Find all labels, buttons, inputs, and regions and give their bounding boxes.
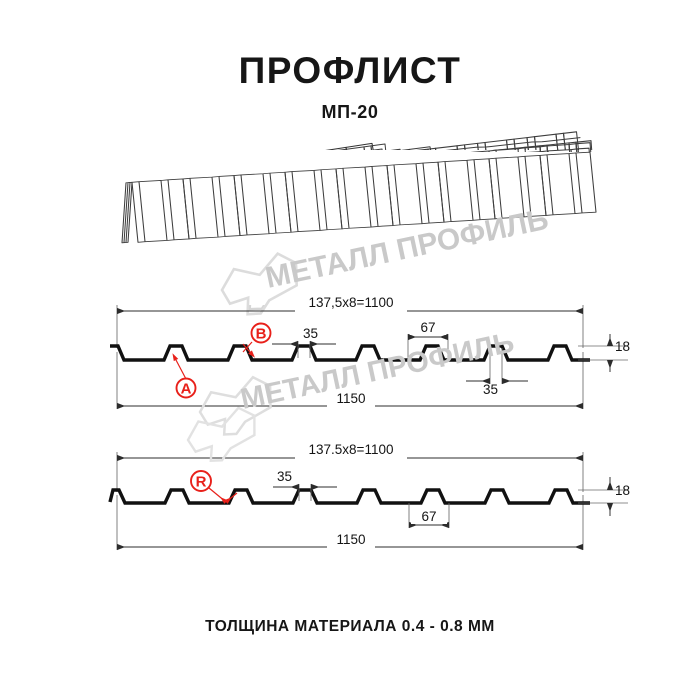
callout-a-circle[interactable] [175, 377, 197, 399]
dim-rib-top-label-b: 35 [277, 469, 292, 484]
dim-height-a: 18 [578, 334, 630, 372]
callout-a[interactable]: A [172, 353, 197, 399]
dim-top-section-b: 137.5x8=1100 [116, 442, 583, 462]
watermark-text-a: МЕТАЛЛ ПРОФИЛЬ [238, 327, 517, 416]
callout-r[interactable]: R [190, 470, 238, 504]
dim-bottom-label-a: 1150 [336, 391, 365, 406]
watermark-logo-b-icon [186, 406, 256, 462]
page-title: ПРОФЛИСТ [238, 50, 462, 91]
dim-height-label-b: 18 [615, 483, 630, 498]
watermark-section-b [186, 406, 256, 462]
cross-section-a: 137,5x8=1100 1150 35 [110, 295, 630, 436]
dim-bottom-section-b: 1150 [116, 532, 583, 551]
dim-valley-label-b: 67 [421, 509, 436, 524]
dim-rib-bottom-a: 35 [466, 348, 528, 397]
callout-a-label: A [181, 381, 192, 398]
dim-bottom-section-a: 1150 [116, 391, 583, 410]
dim-valley-label-a: 67 [420, 320, 435, 335]
callout-b-circle[interactable] [250, 322, 272, 344]
callout-r-circle[interactable] [190, 470, 212, 492]
dim-valley-b: 67 [408, 503, 450, 529]
profile-outline-a [110, 344, 590, 362]
dim-rib-top-label-a: 35 [303, 326, 318, 341]
callout-b[interactable]: B [242, 322, 272, 358]
callout-r-label: R [196, 474, 207, 491]
material-thickness-note: ТОЛЩИНА МАТЕРИАЛА 0.4 - 0.8 ММ [205, 618, 495, 635]
callout-b-label: B [256, 326, 267, 343]
dim-rib-top-a: 35 [272, 326, 336, 358]
watermark-logo-iso-icon [220, 252, 298, 316]
dim-valley-a: 67 [407, 320, 449, 360]
dim-rib-bottom-label-a: 35 [483, 382, 498, 397]
title-block: ПРОФЛИСТ МП-20 [0, 50, 700, 123]
dim-rib-top-b: 35 [273, 469, 337, 501]
dim-top-label-a: 137,5x8=1100 [309, 295, 394, 310]
iso-profile [76, 151, 626, 302]
product-model-label: МП-20 [321, 101, 379, 122]
watermark-logo-a-icon [198, 375, 272, 436]
dim-top-label-b: 137.5x8=1100 [309, 442, 394, 457]
cross-section-b: 137.5x8=1100 1150 35 [108, 406, 630, 551]
dim-top-section-a: 137,5x8=1100 [116, 295, 583, 315]
dim-height-b: 18 [578, 477, 630, 516]
dim-height-label-a: 18 [615, 339, 630, 354]
profile-outline-b [108, 488, 590, 505]
dim-bottom-label-b: 1150 [336, 532, 365, 547]
